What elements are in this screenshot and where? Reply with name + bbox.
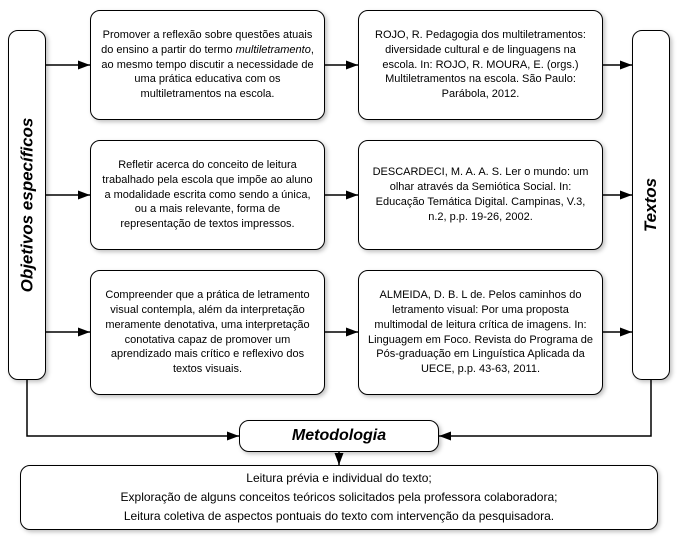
objective-box: Promover a reflexão sobre questões atuai… — [90, 10, 325, 120]
methodology-content-text: Leitura prévia e individual do texto;Exp… — [121, 469, 558, 527]
text-ref: ROJO, R. Pedagogia dos multiletramentos:… — [367, 28, 594, 102]
objective-box: Compreender que a prática de letramento … — [90, 270, 325, 395]
text-ref: ALMEIDA, D. B. L de. Pelos caminhos do l… — [367, 288, 594, 377]
text-box: ALMEIDA, D. B. L de. Pelos caminhos do l… — [358, 270, 603, 395]
texts-label: Textos — [632, 30, 670, 380]
objective-text: Compreender que a prática de letramento … — [99, 288, 316, 377]
text-ref: DESCARDECI, M. A. A. S. Ler o mundo: um … — [367, 165, 594, 224]
text-box: DESCARDECI, M. A. A. S. Ler o mundo: um … — [358, 140, 603, 250]
objectives-label: Objetivos específicos — [8, 30, 46, 380]
objectives-label-text: Objetivos específicos — [17, 118, 37, 293]
objective-box: Refletir acerca do conceito de leitura t… — [90, 140, 325, 250]
texts-label-text: Textos — [641, 178, 661, 232]
text-box: ROJO, R. Pedagogia dos multiletramentos:… — [358, 10, 603, 120]
methodology-label: Metodologia — [239, 420, 439, 452]
methodology-text: Metodologia — [292, 427, 386, 445]
objective-text: Promover a reflexão sobre questões atuai… — [99, 28, 316, 102]
objective-text: Refletir acerca do conceito de leitura t… — [99, 158, 316, 232]
methodology-content: Leitura prévia e individual do texto;Exp… — [20, 465, 658, 530]
